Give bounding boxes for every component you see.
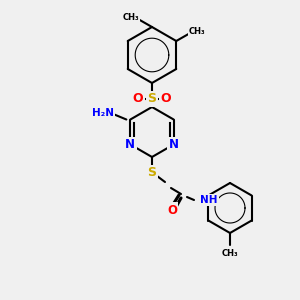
Text: CH₃: CH₃ — [123, 13, 139, 22]
Text: S: S — [148, 167, 157, 179]
Text: N: N — [169, 138, 179, 151]
Text: N: N — [125, 138, 135, 151]
Text: CH₃: CH₃ — [189, 26, 206, 35]
Text: O: O — [167, 203, 177, 217]
Text: O: O — [161, 92, 171, 106]
Text: CH₃: CH₃ — [222, 248, 238, 257]
Text: H₂N: H₂N — [92, 107, 114, 118]
Text: NH: NH — [200, 195, 218, 205]
Text: O: O — [133, 92, 143, 106]
Text: S: S — [148, 92, 157, 106]
